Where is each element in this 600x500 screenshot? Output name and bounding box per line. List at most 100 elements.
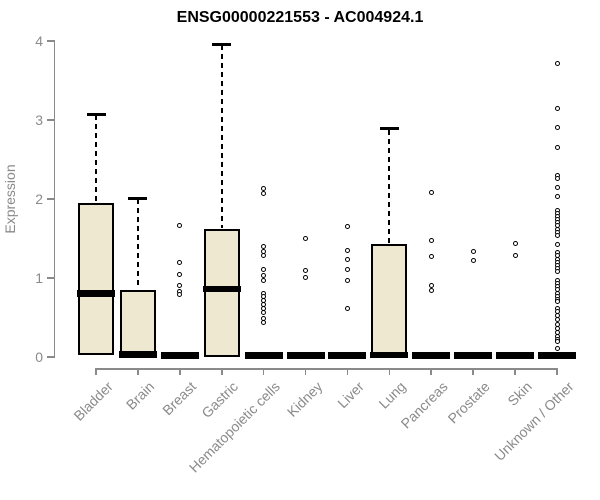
- outlier-point-liver: [344, 224, 350, 230]
- whisker-cap-lung: [379, 127, 399, 131]
- outlier-point-hematopoietic-cells: [261, 266, 267, 272]
- median-prostate: [454, 352, 493, 359]
- median-skin: [496, 352, 535, 359]
- outlier-point-hematopoietic-cells: [261, 277, 267, 283]
- outlier-point-unknown-other: [554, 145, 560, 151]
- y-tick-label-1: 1: [35, 270, 43, 286]
- x-tick-liver: [346, 368, 349, 375]
- outlier-point-hematopoietic-cells: [261, 243, 267, 249]
- y-tick-label-2: 2: [35, 191, 43, 207]
- outlier-point-unknown-other: [554, 339, 560, 345]
- median-brain: [118, 351, 157, 358]
- x-tick-bladder: [95, 368, 97, 375]
- x-tick-hematopoietic-cells: [262, 368, 265, 375]
- outlier-point-kidney: [303, 236, 309, 241]
- outlier-point-unknown-other: [554, 269, 560, 275]
- outlier-point-hematopoietic-cells: [261, 319, 267, 325]
- chart-title: ENSG00000221553 - AC004924.1: [176, 9, 424, 26]
- whisker-lung: [388, 129, 391, 244]
- outlier-point-liver: [344, 266, 350, 272]
- whisker-bladder: [95, 115, 97, 202]
- whisker-brain: [136, 199, 139, 289]
- x-tick-breast: [179, 368, 181, 375]
- x-tick-gastric: [220, 368, 223, 375]
- x-tick-kidney: [304, 368, 307, 375]
- y-tick-label-3: 3: [35, 112, 43, 128]
- y-tick-0: [47, 356, 54, 358]
- outlier-point-hematopoietic-cells: [261, 248, 267, 254]
- outlier-point-unknown-other: [554, 124, 560, 130]
- outlier-point-hematopoietic-cells: [261, 253, 267, 259]
- y-tick-1: [47, 277, 54, 279]
- x-tick-label-lung: Lung: [375, 378, 409, 412]
- median-bladder: [77, 290, 115, 297]
- whisker-cap-gastric: [212, 42, 232, 46]
- outlier-point-hematopoietic-cells: [261, 190, 267, 196]
- outlier-point-breast: [177, 272, 183, 278]
- outlier-point-pancreas: [428, 237, 434, 243]
- outlier-point-hematopoietic-cells: [261, 310, 267, 316]
- x-tick-skin: [514, 368, 516, 375]
- outlier-point-skin: [512, 252, 518, 258]
- median-unknown-other: [538, 352, 576, 359]
- x-tick-lung: [388, 368, 391, 375]
- box-lung: [371, 244, 408, 357]
- median-gastric: [202, 285, 241, 293]
- x-tick-label-bladder: Bladder: [70, 378, 116, 424]
- outlier-point-unknown-other: [554, 317, 560, 323]
- median-breast: [160, 352, 199, 359]
- box-gastric: [203, 229, 240, 357]
- y-axis-line: [53, 40, 56, 358]
- x-tick-label-breast: Breast: [159, 378, 200, 419]
- median-lung: [370, 351, 409, 359]
- outlier-point-prostate: [470, 248, 476, 254]
- median-kidney: [286, 352, 325, 359]
- x-tick-unknown-other: [556, 368, 558, 375]
- x-tick-prostate: [472, 368, 474, 375]
- x-tick-label-liver: Liver: [334, 378, 368, 412]
- outlier-point-unknown-other: [554, 299, 560, 305]
- outlier-point-kidney: [303, 268, 309, 274]
- whisker-gastric: [220, 45, 223, 229]
- x-tick-label-skin: Skin: [504, 378, 535, 409]
- x-tick-label-prostate: Prostate: [444, 378, 493, 427]
- outlier-point-unknown-other: [554, 232, 560, 238]
- median-liver: [328, 352, 367, 359]
- outlier-point-pancreas: [428, 254, 434, 260]
- outlier-point-liver: [344, 305, 350, 311]
- outlier-point-pancreas: [428, 288, 434, 294]
- outlier-point-breast: [177, 259, 183, 265]
- x-tick-label-brain: Brain: [123, 378, 158, 413]
- x-tick-label-unknown-other: Unknown / Other: [491, 378, 577, 464]
- outlier-point-unknown-other: [554, 194, 560, 200]
- median-hematopoietic-cells: [244, 352, 283, 359]
- y-tick-3: [47, 119, 54, 121]
- x-axis-line: [95, 368, 558, 370]
- outlier-point-unknown-other: [554, 60, 560, 66]
- box-brain: [119, 289, 156, 357]
- y-tick-label-4: 4: [35, 33, 43, 49]
- x-tick-brain: [137, 368, 139, 375]
- y-tick-label-0: 0: [35, 349, 43, 365]
- outlier-point-kidney: [303, 274, 309, 280]
- outlier-point-breast: [177, 222, 183, 228]
- outlier-point-unknown-other: [554, 105, 560, 111]
- outlier-point-pancreas: [428, 282, 434, 288]
- outlier-point-skin: [512, 240, 518, 246]
- median-pancreas: [412, 352, 451, 359]
- outlier-point-hematopoietic-cells: [261, 186, 267, 192]
- y-tick-2: [47, 198, 54, 200]
- outlier-point-pancreas: [428, 190, 434, 196]
- outlier-point-unknown-other: [554, 312, 560, 318]
- outlier-point-unknown-other: [554, 175, 560, 181]
- outlier-point-hematopoietic-cells: [261, 273, 267, 279]
- box-bladder: [78, 202, 114, 356]
- outlier-point-breast: [177, 282, 183, 288]
- outlier-point-unknown-other: [554, 184, 560, 190]
- y-tick-4: [47, 40, 54, 42]
- outlier-point-prostate: [470, 258, 476, 264]
- outlier-point-liver: [344, 247, 350, 253]
- outlier-point-unknown-other: [554, 345, 560, 351]
- x-tick-pancreas: [430, 368, 433, 375]
